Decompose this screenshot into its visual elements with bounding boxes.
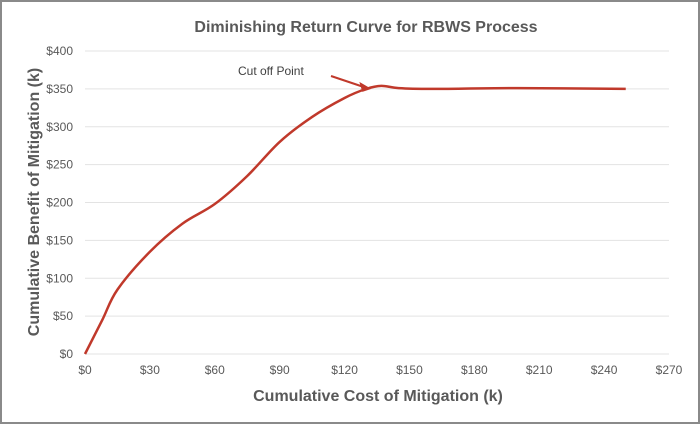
x-tick-label: $30 — [140, 363, 160, 377]
x-tick-label: $210 — [526, 363, 553, 377]
chart-title: Diminishing Return Curve for RBWS Proces… — [194, 19, 537, 36]
x-tick-label: $150 — [396, 363, 423, 377]
x-tick-label: $270 — [656, 363, 683, 377]
x-tick-label: $120 — [331, 363, 358, 377]
y-tick-label: $400 — [46, 44, 73, 58]
x-tick-label: $90 — [270, 363, 290, 377]
y-tick-label: $150 — [46, 233, 73, 247]
series-line — [83, 84, 626, 355]
y-tick-label: $350 — [46, 82, 73, 96]
y-tick-label: $50 — [53, 309, 73, 323]
arrowhead-icon — [359, 81, 372, 92]
x-tick-label: $60 — [205, 363, 225, 377]
y-tick-label: $100 — [46, 271, 73, 285]
y-tick-label: $300 — [46, 120, 73, 134]
y-tick-label: $250 — [46, 158, 73, 172]
annotation-label: Cut off Point — [238, 64, 304, 78]
y-axis-label: Cumulative Benefit of Mitigation (k) — [26, 68, 43, 336]
annotation-arrow — [330, 75, 367, 89]
y-tick-label: $0 — [60, 347, 74, 361]
y-tick-label: $200 — [46, 196, 73, 210]
x-tick-label: $240 — [591, 363, 618, 377]
x-tick-label: $0 — [78, 363, 92, 377]
x-axis-label: Cumulative Cost of Mitigation (k) — [253, 388, 503, 405]
x-tick-label: $180 — [461, 363, 488, 377]
